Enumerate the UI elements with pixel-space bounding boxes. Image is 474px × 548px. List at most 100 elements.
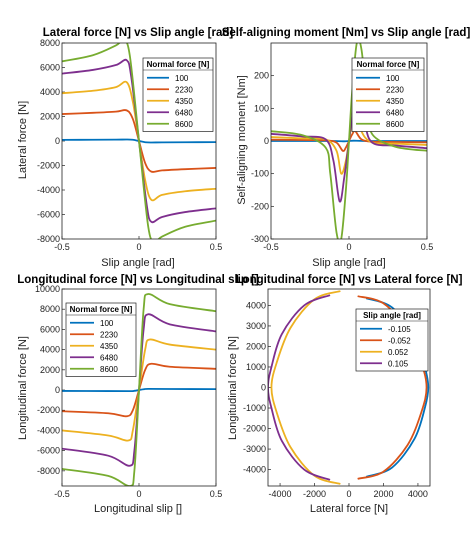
y-tick-label: 3000 [246,321,266,331]
x-tick-label: -0.5 [263,242,279,252]
y-tick-label: 2000 [40,112,60,122]
x-tick-label: 0 [136,489,141,499]
y-axis-label-4: Longitudinal force [N] [227,336,239,440]
legend-4: Slip angle [rad] -0.105 -0.052 0.052 0.105 [355,308,429,372]
legend-entry: 4350 [175,97,193,106]
x-tick-label: -2000 [303,489,326,499]
legend-entry: 2230 [100,330,118,339]
chart-title-3: Longitudinal force [N] vs Longitudinal s… [17,274,259,286]
y-tick-label: 6000 [40,324,60,334]
legend-entry: -0.052 [388,336,411,345]
legend-entry: 100 [175,74,189,83]
panel-lateral-force: Lateral force [N] vs Slip angle [rad] Sl… [17,27,233,269]
legend-entry: 6480 [386,108,404,117]
legend-entry: -0.105 [388,325,411,334]
y-tick-label: 1000 [246,362,266,372]
x-tick-label: 0.5 [421,242,434,252]
y-tick-label: -2000 [243,424,266,434]
y-tick-label: 6000 [40,63,60,73]
series-line-8600 [62,293,216,486]
y-tick-label: 4000 [246,300,266,310]
y-tick-label: -300 [251,234,269,244]
x-axis-label-1: Slip angle [rad] [101,257,174,269]
legend-entry: 100 [100,319,114,328]
y-tick-label: 2000 [246,341,266,351]
legend-entry: 0.052 [388,348,409,357]
legend-entry: 8600 [175,120,193,129]
y-tick-label: -4000 [37,425,60,435]
y-tick-label: 8000 [40,38,60,48]
panel-friction-ellipse: Longitudinal force [N] vs Lateral force … [227,274,463,515]
y-tick-label: -3000 [243,444,266,454]
series-line-0.105 [268,294,331,481]
y-tick-label: 8000 [40,304,60,314]
y-tick-label: -4000 [37,185,60,195]
y-tick-label: -2000 [37,161,60,171]
x-tick-label: 0 [136,242,141,252]
y-tick-label: 4000 [40,87,60,97]
x-tick-label: -0.5 [54,489,70,499]
x-axis-label-2: Slip angle [rad] [312,257,385,269]
y-tick-label: 0 [264,136,269,146]
x-axis-label-3: Longitudinal slip [] [94,503,182,515]
legend-3: Normal force [N] 100 2230 4350 6480 8600 [65,302,137,377]
y-tick-label: -8000 [37,234,60,244]
legend-entry: 8600 [100,365,118,374]
x-tick-label: 4000 [408,489,428,499]
x-tick-label: 2000 [373,489,393,499]
panel-self-aligning-moment: Self-aligning moment [Nm] vs Slip angle … [222,27,471,269]
y-axis-label-1: Lateral force [N] [17,101,29,179]
y-tick-label: 4000 [40,345,60,355]
chart-title-4: Longitudinal force [N] vs Lateral force … [236,274,463,286]
x-tick-label: -4000 [269,489,292,499]
legend-title: Normal force [N] [70,305,133,314]
plot-area-4 [267,288,431,487]
plot-area-2 [270,42,428,240]
legend-title: Normal force [N] [147,60,210,69]
y-axis-label-2: Self-aligning moment [Nm] [236,75,248,205]
y-tick-label: 10000 [35,284,60,294]
y-tick-label: 0 [55,136,60,146]
panel-longitudinal-force: Longitudinal force [N] vs Longitudinal s… [17,274,259,515]
y-tick-label: 200 [254,71,269,81]
y-axis-label-3: Longitudinal force [N] [17,336,29,440]
y-tick-label: -2000 [37,405,60,415]
series-line-8600 [62,43,216,239]
chart-title-2: Self-aligning moment [Nm] vs Slip angle … [222,27,471,39]
y-tick-label: 2000 [40,365,60,375]
legend-title: Slip angle [rad] [363,311,421,320]
x-tick-label: 0.5 [210,242,223,252]
legend-entry: 100 [386,74,400,83]
x-tick-label: -0.5 [54,242,70,252]
series-line-0.052 [270,290,341,485]
y-tick-label: -200 [251,201,269,211]
y-tick-label: -6000 [37,446,60,456]
plot-area-3 [61,288,217,487]
x-tick-label: 0.5 [210,489,223,499]
legend-1: Normal force [N] 100 2230 4350 6480 8600 [142,57,214,132]
y-tick-label: -4000 [243,465,266,475]
plot-area-1 [61,42,217,240]
legend-entry: 6480 [175,108,193,117]
y-tick-label: 100 [254,103,269,113]
legend-entry: 8600 [386,120,404,129]
y-tick-label: -6000 [37,210,60,220]
legend-entry: 2230 [175,85,193,94]
y-tick-label: -100 [251,169,269,179]
x-tick-label: 0 [346,489,351,499]
y-tick-label: -8000 [37,466,60,476]
chart-title-1: Lateral force [N] vs Slip angle [rad] [43,27,234,39]
legend-entry: 6480 [100,353,118,362]
legend-entry: 2230 [386,85,404,94]
legend-entry: 4350 [100,342,118,351]
legend-entry: 0.105 [388,359,409,368]
y-tick-label: -1000 [243,403,266,413]
y-tick-label: 0 [261,383,266,393]
legend-title: Normal force [N] [357,60,420,69]
legend-2: Normal force [N] 100 2230 4350 6480 8600 [351,57,425,132]
legend-entry: 4350 [386,97,404,106]
x-tick-label: 0 [346,242,351,252]
x-axis-label-4: Lateral force [N] [310,503,388,515]
y-tick-label: 0 [55,385,60,395]
